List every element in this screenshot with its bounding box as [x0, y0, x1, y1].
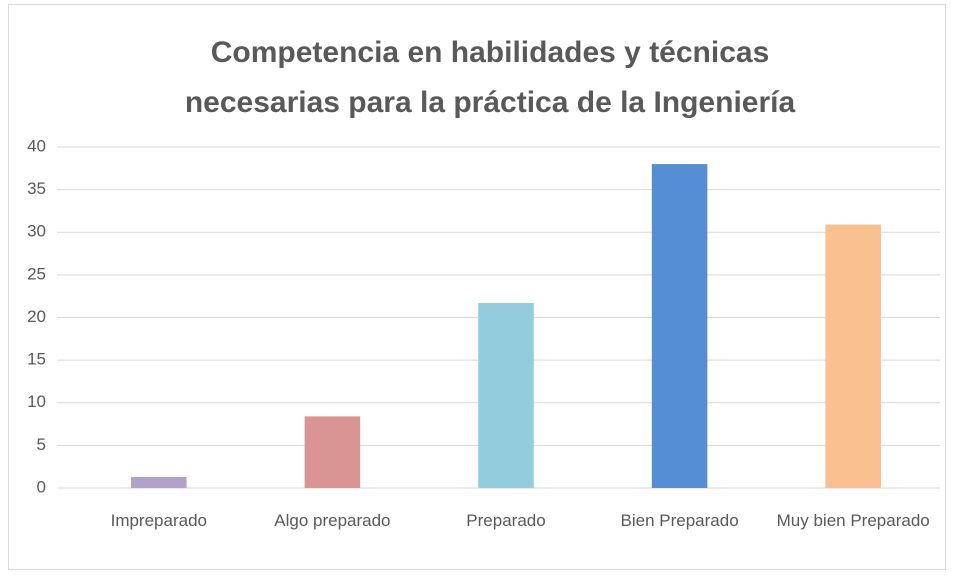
chart-frame [8, 4, 946, 570]
y-tick-label: 15 [27, 350, 46, 369]
bar [304, 416, 361, 488]
x-tick-label: Algo preparado [274, 511, 391, 530]
y-tick-label: 0 [37, 477, 46, 496]
x-tick-label: Impreparado [110, 511, 207, 530]
bar [478, 303, 534, 488]
bar [131, 476, 187, 488]
y-tick-label: 5 [37, 435, 46, 454]
x-tick-label: Bien Preparado [620, 511, 739, 530]
bar [825, 224, 881, 488]
bar [651, 164, 708, 489]
x-tick-label: Preparado [466, 511, 546, 530]
chart-title: Competencia en habilidades y técnicas ne… [184, 36, 796, 119]
y-tick-label: 25 [27, 264, 46, 283]
y-tick-label: 40 [27, 136, 46, 155]
y-tick-label: 10 [27, 392, 46, 411]
y-tick-label: 30 [27, 222, 46, 241]
x-tick-label: Muy bien Preparado [776, 511, 930, 530]
y-tick-label: 35 [27, 179, 46, 198]
y-tick-label: 20 [27, 307, 46, 326]
